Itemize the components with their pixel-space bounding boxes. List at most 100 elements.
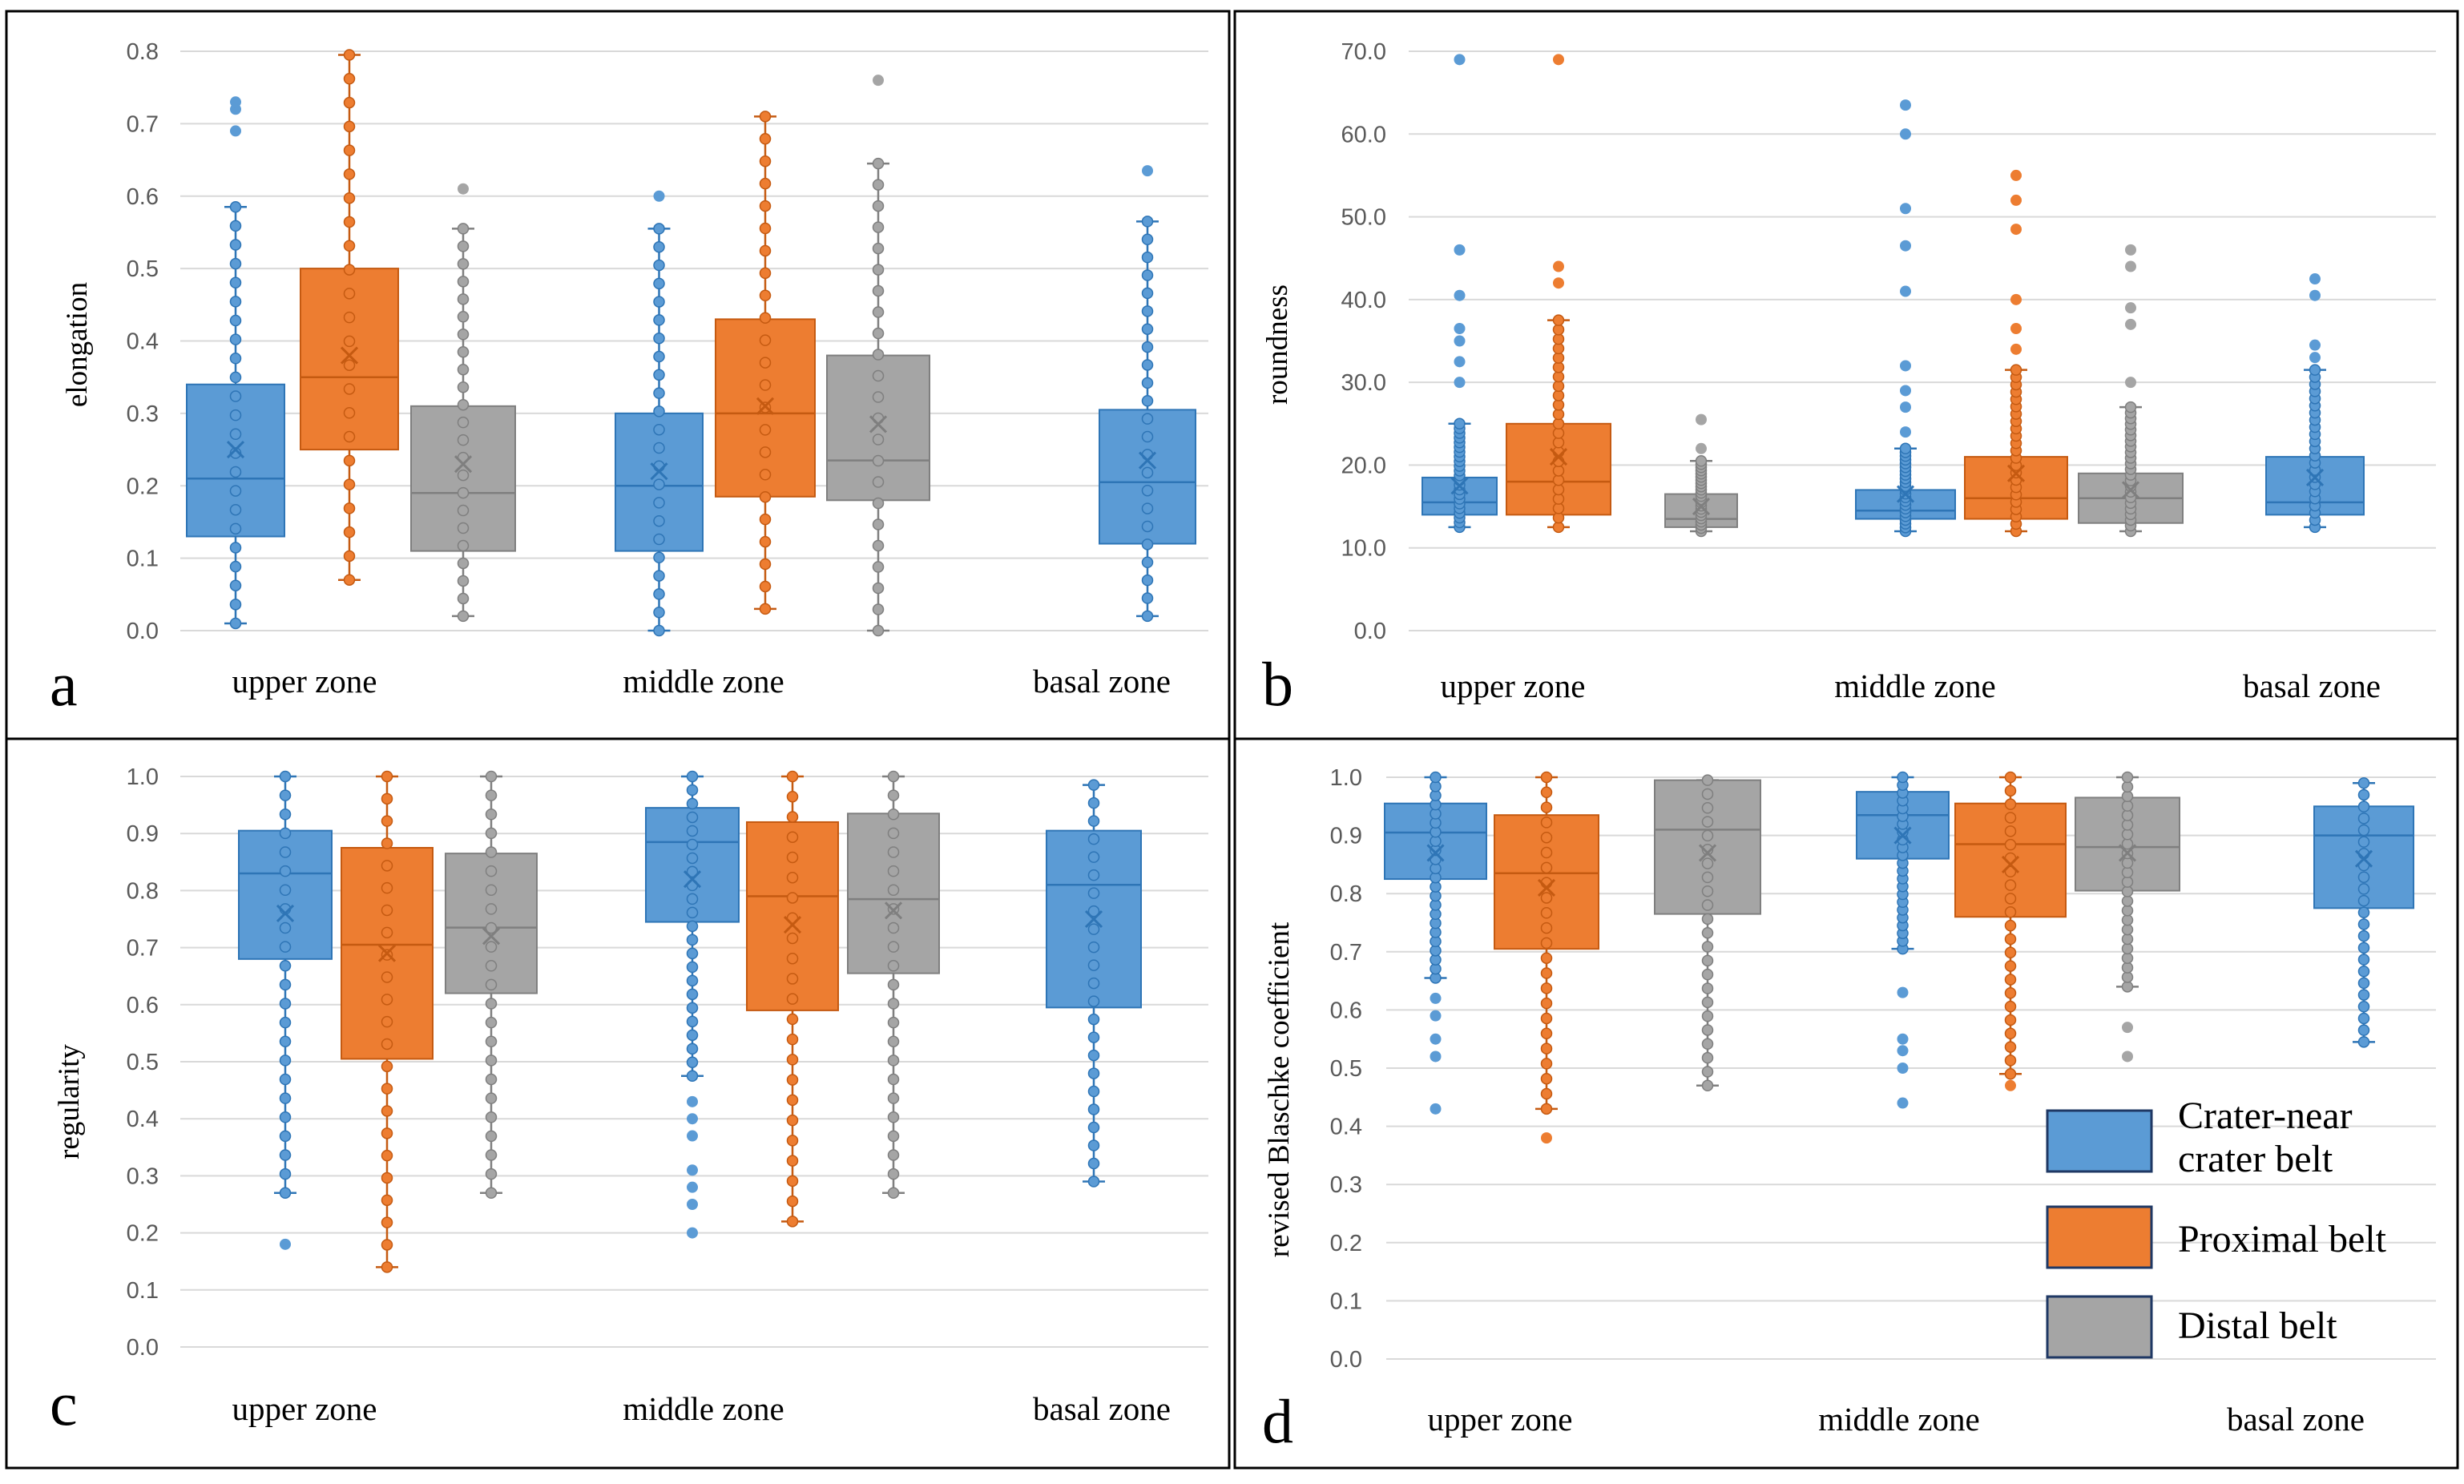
data-point: [653, 223, 665, 235]
data-point: [887, 941, 900, 953]
box-proximal-zone1: [715, 111, 816, 615]
data-point: [1540, 786, 1553, 799]
x-category-label: upper zone: [1428, 1401, 1573, 1438]
data-point: [279, 1073, 292, 1086]
data-point: [1087, 977, 1100, 990]
data-point: [887, 809, 900, 821]
data-point: [381, 1038, 393, 1050]
mean-marker: [756, 397, 775, 415]
data-point: [1087, 1049, 1100, 1062]
data-point: [872, 327, 885, 340]
data-point: [1087, 851, 1100, 863]
box-crater-zone0: [1384, 771, 1487, 1115]
panel-letter-c: c: [50, 1369, 78, 1438]
data-point: [485, 1073, 498, 1086]
data-point: [759, 580, 772, 593]
box-crater-zone0: [238, 770, 333, 1250]
data-point: [381, 994, 393, 1006]
data-point: [485, 865, 498, 877]
data-point: [343, 526, 356, 538]
y-tick-label: 0.5: [1330, 1056, 1362, 1082]
data-point: [1701, 941, 1714, 953]
data-point: [653, 314, 665, 326]
data-point: [485, 1092, 498, 1104]
data-point: [1087, 815, 1100, 827]
data-point: [485, 941, 498, 953]
data-point: [485, 770, 498, 783]
data-point: [229, 353, 242, 365]
data-point: [887, 865, 900, 877]
y-tick-label: 0.7: [127, 936, 159, 962]
data-point: [229, 447, 242, 459]
data-point: [229, 599, 242, 611]
data-point: [279, 846, 292, 858]
data-point: [2121, 829, 2134, 841]
chart-blaschke: 0.0 0.1 0.2 0.3 0.4 0.5 0.6 0.7 0.8 0.9 1.0 revised…: [1263, 765, 2436, 1438]
data-point: [2357, 1001, 2370, 1013]
data-point: [1540, 907, 1553, 919]
data-point: [279, 865, 292, 877]
data-point: [887, 1111, 900, 1123]
box-proximal-zone0: [1506, 54, 1611, 534]
data-point: [1701, 829, 1714, 842]
outlier-point: [1897, 986, 1909, 998]
panel-letter-b: b: [1262, 649, 1293, 719]
data-point: [485, 1111, 498, 1123]
y-tick-label: 0.9: [1330, 824, 1362, 849]
data-point: [2357, 777, 2370, 789]
data-point: [1141, 430, 1154, 443]
data-point: [653, 296, 665, 308]
data-point: [872, 349, 885, 361]
y-tick-label: 0.0: [1330, 1347, 1362, 1373]
data-point: [485, 809, 498, 821]
data-point: [343, 407, 356, 419]
panel-b-frame: [1233, 10, 2459, 740]
box-distal-zone1: [847, 770, 940, 1200]
mean-marker: [683, 870, 702, 889]
legend-swatch-proximal: [2046, 1205, 2153, 1269]
data-point: [786, 790, 799, 803]
data-point: [1141, 502, 1154, 514]
y-tick-label: 0.5: [127, 256, 159, 282]
data-point: [2124, 401, 2137, 413]
data-point: [1540, 801, 1553, 813]
x-category-label: basal zone: [1033, 663, 1171, 700]
box-crater-zone2: [2313, 777, 2414, 1048]
data-point: [2357, 788, 2370, 801]
x-category-label: middle zone: [1834, 667, 1996, 704]
y-tick-label: 1.0: [127, 764, 159, 790]
outlier-point: [687, 1113, 698, 1125]
data-point: [343, 335, 356, 348]
x-category-label: upper zone: [232, 1390, 377, 1427]
data-point: [786, 1175, 799, 1188]
data-point: [1701, 788, 1714, 800]
outlier-point: [1430, 1010, 1442, 1022]
data-point: [759, 357, 772, 369]
y-tick-label: 0.0: [127, 619, 159, 644]
data-point: [1141, 574, 1154, 587]
data-point: [2121, 923, 2134, 936]
outlier-point: [687, 1181, 698, 1193]
mean-marker: [454, 455, 473, 474]
data-point: [457, 504, 470, 517]
mean-marker: [482, 927, 501, 946]
data-point: [1141, 251, 1154, 264]
data-point: [229, 466, 242, 478]
data-point: [1695, 455, 1708, 467]
y-tick-label: 0.1: [1330, 1288, 1362, 1314]
data-point: [457, 592, 470, 605]
outlier-point: [687, 1227, 698, 1239]
data-point: [686, 770, 699, 783]
data-point: [759, 469, 772, 481]
data-point: [686, 1029, 699, 1042]
data-point: [1141, 305, 1154, 317]
y-tick-label: 50.0: [1341, 205, 1386, 231]
box-distal-zone0: [410, 183, 516, 623]
outlier-point: [1900, 99, 1911, 111]
data-point: [786, 892, 799, 904]
mean-marker: [1138, 451, 1157, 470]
box-distal-zone1: [2075, 771, 2180, 1063]
data-point: [786, 1216, 799, 1228]
data-point: [1141, 556, 1154, 569]
data-point: [872, 221, 885, 233]
